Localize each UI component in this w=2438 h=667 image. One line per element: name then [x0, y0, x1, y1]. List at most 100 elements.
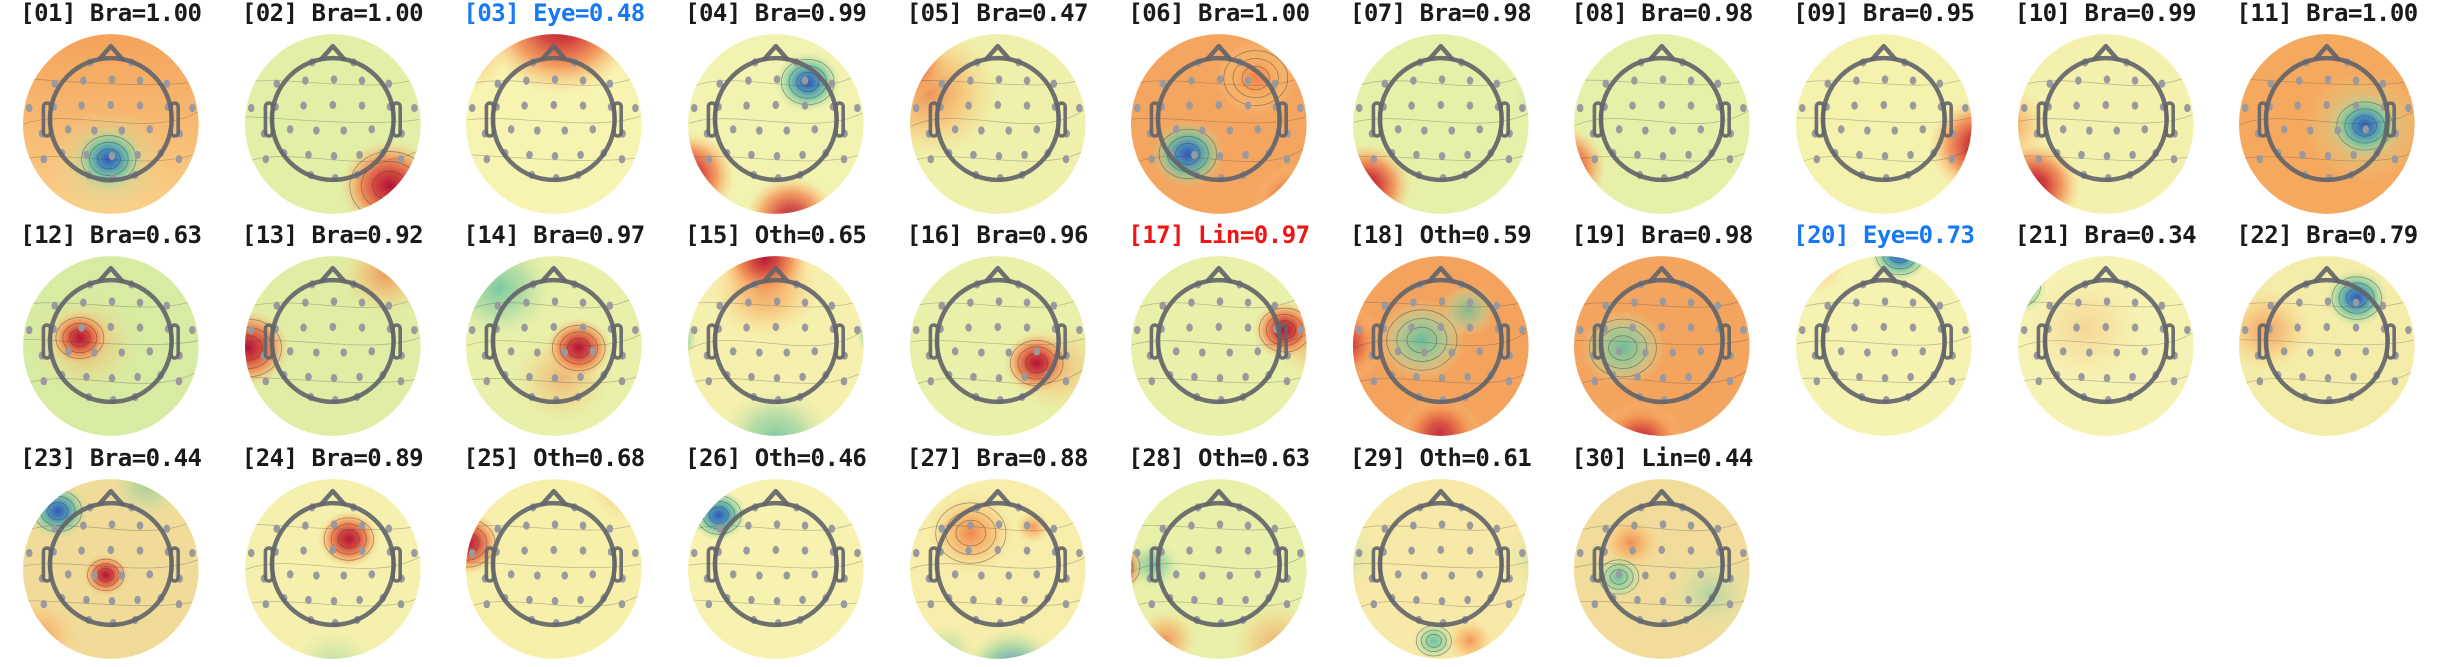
topomap-cell: [30] Lin=0.44 — [1551, 443, 1773, 667]
scalp-field — [909, 478, 1086, 659]
component-label: [24] Bra=0.89 — [241, 443, 424, 472]
topomap — [909, 478, 1086, 659]
topomap-cell: [19] Bra=0.98 — [1551, 222, 1773, 444]
component-label: [28] Oth=0.63 — [1128, 443, 1310, 472]
scalp-field — [2017, 34, 2194, 214]
component-label: [22] Bra=0.79 — [2236, 221, 2418, 250]
component-label: [30] Lin=0.44 — [1571, 443, 1754, 472]
topomap — [2017, 34, 2194, 214]
ear-right — [1055, 101, 1067, 138]
scalp-field — [1131, 478, 1307, 659]
nose — [97, 488, 125, 506]
scalp-field — [244, 256, 421, 437]
scalp-field — [1131, 256, 1307, 437]
scalp-field — [1352, 34, 1529, 214]
head-outline — [1149, 266, 1289, 405]
nose — [318, 43, 347, 62]
topomap-cell: [26] Oth=0.46 — [665, 443, 887, 667]
topomap-cell: [17] Lin=0.97 — [1108, 222, 1330, 444]
topomap — [244, 34, 421, 214]
ear-right — [2164, 323, 2175, 361]
electrodes — [1798, 280, 1969, 405]
component-label: [26] Oth=0.46 — [685, 443, 867, 472]
topomap-cell: [04] Bra=0.99 — [665, 0, 887, 222]
topomap — [1131, 256, 1307, 437]
topomap — [1131, 34, 1307, 214]
nose — [761, 488, 790, 506]
topomap — [2239, 34, 2415, 214]
scalp-field — [2017, 256, 2194, 437]
ear-right — [169, 323, 180, 361]
head-outline — [1371, 43, 1510, 183]
head-outline — [263, 488, 402, 627]
ear-left — [928, 323, 939, 361]
scalp-field — [1131, 34, 1307, 214]
ear-left — [706, 323, 718, 361]
nose — [2313, 266, 2341, 284]
component-label: [11] Bra=1.00 — [2236, 0, 2418, 27]
ear-left — [484, 323, 496, 361]
ear-right — [1499, 323, 1510, 361]
head-outline — [263, 266, 402, 405]
ear-right — [391, 101, 402, 138]
component-label: [16] Bra=0.96 — [906, 221, 1089, 250]
nose — [1426, 43, 1455, 62]
head-outline — [484, 488, 624, 627]
topomap-cell: [15] Oth=0.65 — [665, 222, 887, 444]
electrodes — [2020, 280, 2191, 405]
head-outline — [928, 266, 1067, 405]
head-outline — [41, 43, 180, 183]
ear-left — [263, 323, 274, 361]
head-outline — [1149, 43, 1289, 183]
topomap — [1574, 34, 1751, 214]
topomap-cell: [06] Bra=1.00 — [1108, 0, 1330, 222]
ear-right — [1720, 545, 1732, 583]
ear-left — [2036, 101, 2047, 138]
ear-left — [1149, 545, 1161, 583]
ear-left — [1149, 101, 1161, 138]
component-label: [19] Bra=0.98 — [1571, 221, 1754, 250]
nose — [2313, 43, 2341, 62]
component-label: [01] Bra=1.00 — [20, 0, 202, 27]
component-label: [14] Bra=0.97 — [463, 221, 645, 250]
nose — [540, 488, 568, 506]
ear-left — [41, 101, 53, 138]
ear-right — [1277, 323, 1289, 361]
ear-right — [391, 545, 402, 583]
scalp-field — [466, 478, 642, 659]
topomap — [1795, 34, 1972, 214]
head-outline — [706, 43, 845, 183]
topomap — [1131, 478, 1307, 659]
ear-right — [1277, 101, 1289, 138]
topomap-cell: [25] Oth=0.68 — [443, 443, 665, 667]
component-label: [08] Bra=0.98 — [1571, 0, 1754, 27]
topomap — [244, 478, 421, 659]
scalp-field — [909, 34, 1086, 214]
head-outline — [928, 488, 1067, 627]
ear-left — [1593, 545, 1604, 583]
topomap-cell: [12] Bra=0.63 — [0, 222, 222, 444]
ear-right — [1055, 323, 1067, 361]
topomap-cell: [03] Eye=0.48 — [443, 0, 665, 222]
scalp-field — [1352, 256, 1529, 437]
component-label: [17] Lin=0.97 — [1128, 221, 1310, 250]
ear-left — [2257, 323, 2269, 361]
topomap — [909, 34, 1086, 214]
ear-left — [1371, 101, 1382, 138]
ear-right — [1942, 323, 1953, 361]
ear-right — [391, 323, 402, 361]
topomap — [1795, 256, 1972, 437]
head-outline — [1814, 43, 1953, 183]
head-outline — [1149, 488, 1289, 627]
component-label: [25] Oth=0.68 — [463, 443, 645, 472]
topomap — [22, 256, 199, 437]
topomap-cell: [14] Bra=0.97 — [443, 222, 665, 444]
head-outline — [1593, 266, 1732, 405]
ear-left — [928, 545, 939, 583]
ear-right — [1055, 545, 1067, 583]
scalp-field — [909, 256, 1086, 437]
topomap-cell: [08] Bra=0.98 — [1551, 0, 1773, 222]
scalp-field — [2239, 34, 2415, 214]
topomap-cell: [16] Bra=0.96 — [887, 222, 1109, 444]
ear-left — [263, 101, 274, 138]
